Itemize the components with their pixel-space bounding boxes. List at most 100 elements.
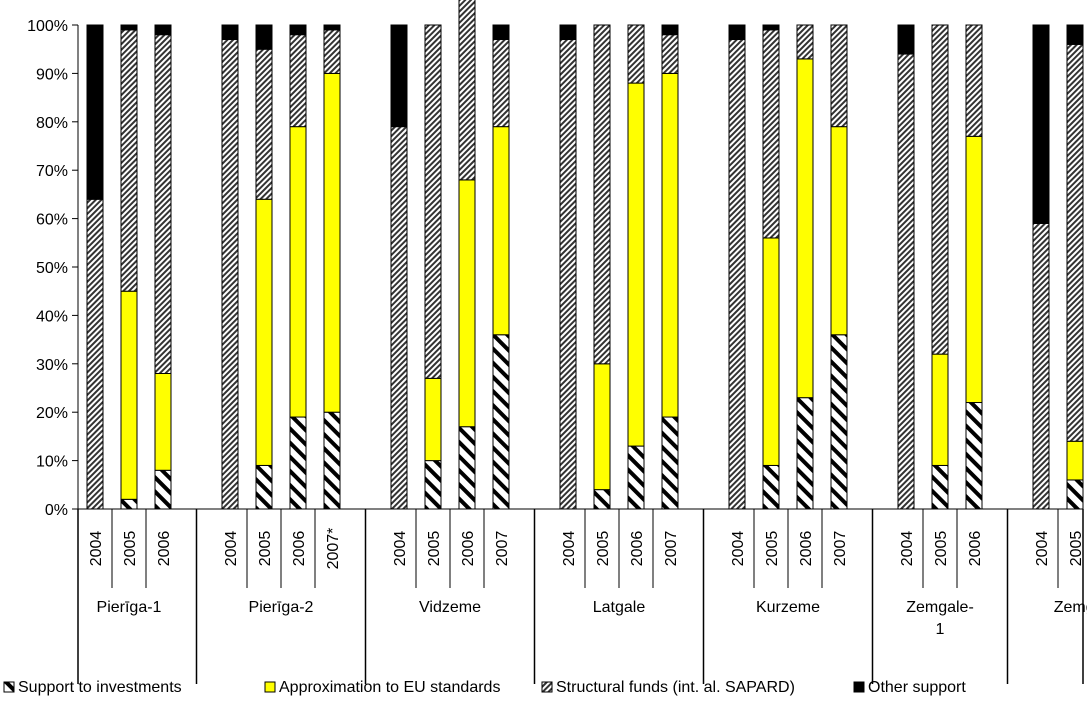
- bar-segment-structural-funds-int-al-sapard: [661, 34, 679, 74]
- y-tick-label: 10%: [36, 454, 68, 471]
- y-tick-label: 20%: [36, 405, 68, 422]
- bar-segment-approximation-to-eu-standards: [965, 135, 983, 404]
- year-label: 2004: [392, 531, 409, 567]
- bar-segment-support-to-investments: [458, 426, 476, 510]
- bar-segment-support-to-investments: [965, 402, 983, 510]
- bar-segment-other-support: [897, 24, 915, 55]
- year-label: 2006: [629, 531, 646, 567]
- bar-segment-structural-funds-int-al-sapard: [154, 34, 172, 374]
- legend-swatch: [541, 681, 553, 693]
- bar-segment-structural-funds-int-al-sapard: [627, 24, 645, 84]
- year-label: 2005: [122, 531, 139, 567]
- bar-segment-approximation-to-eu-standards: [154, 372, 172, 471]
- y-tick-label: 30%: [36, 357, 68, 374]
- bar-segment-structural-funds-int-al-sapard: [390, 126, 408, 510]
- legend-label: Support to investments: [18, 679, 182, 696]
- bar-segment-structural-funds-int-al-sapard: [897, 53, 915, 510]
- legend-swatch: [853, 681, 865, 693]
- year-label: 2006: [291, 531, 308, 567]
- year-label: 2007*: [325, 528, 342, 570]
- bar-segment-support-to-investments: [492, 334, 510, 510]
- legend-swatch: [264, 681, 276, 693]
- bar-segment-support-to-investments: [830, 334, 848, 510]
- bar-segment-structural-funds-int-al-sapard: [424, 24, 442, 379]
- bar-segment-other-support: [559, 24, 577, 41]
- bar-segment-support-to-investments: [661, 416, 679, 510]
- bar-segment-other-support: [255, 24, 273, 50]
- bar-segment-support-to-investments: [593, 489, 611, 510]
- legend-layer: Support to investments Approximation to E…: [3, 679, 966, 696]
- bar-segment-support-to-investments: [796, 397, 814, 510]
- bar-segment-support-to-investments: [120, 498, 138, 510]
- y-tick-label: 90%: [36, 66, 68, 83]
- bar-segment-support-to-investments: [762, 464, 780, 510]
- bar-segment-other-support: [728, 24, 746, 41]
- bar-segment-support-to-investments: [323, 411, 341, 510]
- bar-segment-approximation-to-eu-standards: [593, 363, 611, 491]
- year-label: 2007: [494, 531, 511, 567]
- legend-label: Other support: [868, 679, 966, 696]
- legend-label: Structural funds (int. al. SAPARD): [556, 679, 795, 696]
- year-label: 2005: [933, 531, 950, 567]
- bar-segment-support-to-investments: [255, 464, 273, 510]
- bar-segment-other-support: [323, 24, 341, 31]
- year-label: 2004: [730, 531, 747, 567]
- bar-segment-other-support: [1032, 24, 1050, 224]
- y-tick-label: 80%: [36, 115, 68, 132]
- bar-segment-structural-funds-int-al-sapard: [762, 29, 780, 239]
- year-label: 2007: [663, 531, 680, 567]
- bar-segment-structural-funds-int-al-sapard: [1066, 43, 1084, 442]
- region-label: Zemgale-: [906, 599, 974, 616]
- year-label: 2006: [798, 531, 815, 567]
- year-label: 2004: [223, 531, 240, 567]
- bar-segment-other-support: [120, 24, 138, 31]
- bar-segment-other-support: [1066, 24, 1084, 45]
- bar-segment-other-support: [154, 24, 172, 36]
- bar-segment-approximation-to-eu-standards: [255, 198, 273, 466]
- bar-segment-approximation-to-eu-standards: [627, 82, 645, 447]
- bar-segment-structural-funds-int-al-sapard: [830, 24, 848, 128]
- bar-segment-structural-funds-int-al-sapard: [593, 24, 611, 365]
- bar-segment-structural-funds-int-al-sapard: [931, 24, 949, 355]
- bar-segment-support-to-investments: [154, 469, 172, 510]
- year-label: 2004: [88, 531, 105, 567]
- region-label: Zemgale-2: [1054, 599, 1087, 616]
- y-tick-label: 0%: [45, 502, 68, 519]
- bar-segment-other-support: [762, 24, 780, 31]
- bar-segment-structural-funds-int-al-sapard: [1032, 222, 1050, 510]
- y-tick-label: 50%: [36, 260, 68, 277]
- y-tick-label: 70%: [36, 163, 68, 180]
- bar-segment-approximation-to-eu-standards: [323, 72, 341, 413]
- bar-segment-structural-funds-int-al-sapard: [492, 39, 510, 128]
- bar-segment-support-to-investments: [289, 416, 307, 510]
- bar-segment-approximation-to-eu-standards: [424, 377, 442, 462]
- bar-segment-approximation-to-eu-standards: [458, 179, 476, 428]
- bar-segment-approximation-to-eu-standards: [830, 126, 848, 336]
- legend-swatch: [3, 681, 15, 693]
- year-label: 2005: [1068, 531, 1085, 567]
- bar-segment-structural-funds-int-al-sapard: [255, 48, 273, 200]
- bar-segment-approximation-to-eu-standards: [492, 126, 510, 336]
- bar-segment-other-support: [221, 24, 239, 41]
- axis-layer: 0% 10% 20% 30% 40% 50% 60% 70% 80% 90% 100%: [27, 18, 1083, 519]
- bar-segment-approximation-to-eu-standards: [289, 126, 307, 418]
- bar-segment-approximation-to-eu-standards: [762, 237, 780, 466]
- bar-segment-structural-funds-int-al-sapard: [965, 24, 983, 137]
- legend-label: Approximation to EU standards: [279, 679, 500, 696]
- year-label: 2005: [764, 531, 781, 567]
- bar-segment-other-support: [289, 24, 307, 36]
- year-label: 2004: [1034, 531, 1051, 567]
- bar-segment-structural-funds-int-al-sapard: [221, 39, 239, 510]
- bar-segment-structural-funds-int-al-sapard: [289, 34, 307, 128]
- year-label: 2006: [967, 531, 984, 567]
- category-axis-layer: 2004 2005 2006 Pierīga-1 2004 2005 2006 2007* Pi…: [77, 509, 1087, 684]
- bar-segment-structural-funds-int-al-sapard: [559, 39, 577, 510]
- region-label: Kurzeme: [756, 599, 820, 616]
- bar-segment-support-to-investments: [424, 460, 442, 510]
- y-tick-label: 60%: [36, 212, 68, 229]
- bar-segment-support-to-investments: [1066, 479, 1084, 510]
- bar-segment-support-to-investments: [931, 464, 949, 510]
- bar-segment-other-support: [492, 24, 510, 41]
